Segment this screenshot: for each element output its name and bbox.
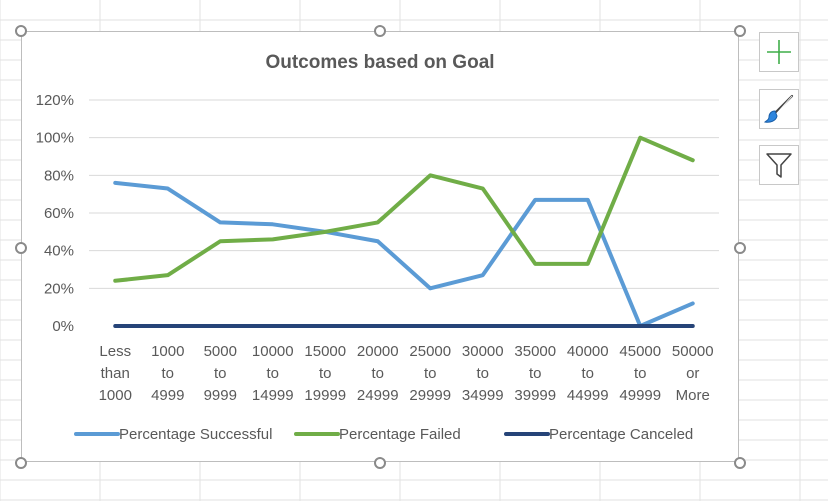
x-tick-label: 20000 to 24999: [357, 343, 399, 404]
paintbrush-icon: [763, 94, 794, 123]
chart-elements-button[interactable]: [759, 32, 799, 72]
x-tick-label: 15000 to 19999: [304, 343, 346, 404]
series-lines: [113, 135, 695, 328]
gridlines: [89, 99, 719, 289]
x-tick-label: 10000 to 14999: [252, 343, 294, 404]
x-axis-labels: Less than 1000 1000 to 4999 5000 to 9999 10000 to 1…: [99, 343, 714, 404]
x-tick-label: 5000 to 9999: [204, 343, 237, 404]
legend-label: Percentage Successful: [119, 426, 272, 443]
legend[interactable]: Percentage Successful Percentage Failed Pe…: [74, 426, 693, 443]
y-tick-label: 100%: [36, 130, 74, 147]
x-tick-label: 1000 to 4999: [151, 343, 184, 404]
legend-label: Percentage Canceled: [549, 426, 693, 443]
plus-icon: [767, 40, 791, 64]
y-tick-label: 40%: [44, 243, 74, 260]
funnel-icon: [766, 153, 792, 178]
chart-filters-button[interactable]: [759, 145, 799, 185]
x-tick-label: 25000 to 29999: [409, 343, 451, 404]
y-tick-label: 0%: [52, 318, 74, 335]
series-line-1[interactable]: [113, 180, 695, 328]
y-tick-label: 60%: [44, 205, 74, 222]
series-line-2[interactable]: [113, 135, 695, 283]
resize-handle-top[interactable]: [374, 25, 386, 37]
chart-title[interactable]: Outcomes based on Goal: [265, 52, 494, 73]
x-tick-label: 50000 or More: [672, 343, 714, 404]
x-tick-label: 40000 to 44999: [567, 343, 609, 404]
x-tick-label: Less than 1000: [99, 343, 132, 404]
resize-handle-left[interactable]: [15, 242, 27, 254]
resize-handle-bottom-right[interactable]: [734, 457, 746, 469]
chart-styles-button[interactable]: [759, 89, 799, 129]
resize-handle-right[interactable]: [734, 242, 746, 254]
y-tick-label: 20%: [44, 280, 74, 297]
resize-handle-bottom-left[interactable]: [15, 457, 27, 469]
y-tick-label: 80%: [44, 167, 74, 184]
x-tick-label: 35000 to 39999: [514, 343, 556, 404]
chart-area[interactable]: [21, 31, 739, 462]
x-tick-label: 45000 to 49999: [619, 343, 661, 404]
x-tick-label: 30000 to 34999: [462, 343, 504, 404]
resize-handle-bottom[interactable]: [374, 457, 386, 469]
resize-handle-top-left[interactable]: [15, 25, 27, 37]
y-tick-label: 120%: [36, 92, 74, 109]
y-axis-labels: 0% 20% 40% 60% 80% 100% 120%: [36, 92, 74, 335]
legend-label: Percentage Failed: [339, 426, 461, 443]
resize-handle-top-right[interactable]: [734, 25, 746, 37]
